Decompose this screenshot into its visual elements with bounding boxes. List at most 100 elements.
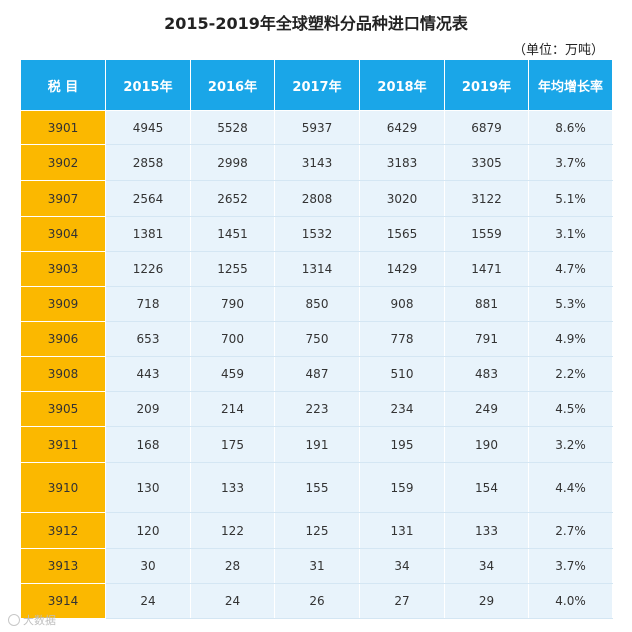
table-title: 2015-2019年全球塑料分品种进口情况表 <box>164 14 468 33</box>
value-cell: 487 <box>274 356 360 392</box>
value-cell: 1565 <box>359 216 445 252</box>
table-row: 3907 2564 2652 2808 3020 3122 5.1% <box>20 180 613 217</box>
tariff-code-cell: 3904 <box>20 216 106 252</box>
value-cell: 2808 <box>274 180 360 217</box>
value-cell: 24 <box>105 583 191 619</box>
value-cell: 1226 <box>105 251 191 287</box>
table-row: 3908 443 459 487 510 483 2.2% <box>20 356 613 392</box>
value-cell: 125 <box>274 512 360 549</box>
value-cell: 3.2% <box>528 426 613 463</box>
table-row: 3910 130 133 155 159 154 4.4% <box>20 462 613 513</box>
value-cell: 700 <box>190 321 275 357</box>
table-row: 3911 168 175 191 195 190 3.2% <box>20 426 613 463</box>
column-header-3: 2017年 <box>274 59 360 111</box>
value-cell: 2564 <box>105 180 191 217</box>
value-cell: 31 <box>274 548 360 584</box>
tariff-code-cell: 3902 <box>20 144 106 181</box>
value-cell: 778 <box>359 321 445 357</box>
value-cell: 3305 <box>444 144 529 181</box>
value-cell: 30 <box>105 548 191 584</box>
import-table: 税 目 2015年 2016年 2017年 2018年 2019年 年均增长率 3901 49… <box>20 59 613 619</box>
value-cell: 750 <box>274 321 360 357</box>
watermark-text: 大数据 <box>23 614 56 627</box>
value-cell: 791 <box>444 321 529 357</box>
tariff-code-cell: 3903 <box>20 251 106 287</box>
tariff-code-cell: 3908 <box>20 356 106 392</box>
table-row: 3909 718 790 850 908 881 5.3% <box>20 286 613 322</box>
tariff-code-cell: 3909 <box>20 286 106 322</box>
table-row: 3906 653 700 750 778 791 4.9% <box>20 321 613 357</box>
value-cell: 154 <box>444 462 529 513</box>
value-cell: 8.6% <box>528 110 613 145</box>
value-cell: 27 <box>359 583 445 619</box>
table-row: 3905 209 214 223 234 249 4.5% <box>20 391 613 427</box>
value-cell: 195 <box>359 426 445 463</box>
value-cell: 5.3% <box>528 286 613 322</box>
tariff-code-cell: 3905 <box>20 391 106 427</box>
value-cell: 175 <box>190 426 275 463</box>
table-body: 3901 4945 5528 5937 6429 6879 8.6% 3902 2858 2998… <box>20 110 613 619</box>
value-cell: 881 <box>444 286 529 322</box>
value-cell: 3183 <box>359 144 445 181</box>
column-header-2: 2016年 <box>190 59 275 111</box>
value-cell: 133 <box>190 462 275 513</box>
value-cell: 510 <box>359 356 445 392</box>
value-cell: 24 <box>190 583 275 619</box>
value-cell: 483 <box>444 356 529 392</box>
value-cell: 2858 <box>105 144 191 181</box>
value-cell: 3020 <box>359 180 445 217</box>
value-cell: 2652 <box>190 180 275 217</box>
value-cell: 2998 <box>190 144 275 181</box>
tariff-code-cell: 3912 <box>20 512 106 549</box>
value-cell: 122 <box>190 512 275 549</box>
value-cell: 28 <box>190 548 275 584</box>
tariff-code-cell: 3914 <box>20 583 106 619</box>
value-cell: 26 <box>274 583 360 619</box>
value-cell: 34 <box>359 548 445 584</box>
value-cell: 3.7% <box>528 548 613 584</box>
value-cell: 1255 <box>190 251 275 287</box>
value-cell: 214 <box>190 391 275 427</box>
header-row: 税 目 2015年 2016年 2017年 2018年 2019年 年均增长率 <box>20 59 613 111</box>
value-cell: 3.7% <box>528 144 613 181</box>
value-cell: 190 <box>444 426 529 463</box>
value-cell: 3122 <box>444 180 529 217</box>
value-cell: 1314 <box>274 251 360 287</box>
value-cell: 5528 <box>190 110 275 145</box>
table-row: 3912 120 122 125 131 133 2.7% <box>20 512 613 549</box>
value-cell: 1532 <box>274 216 360 252</box>
table-row: 3913 30 28 31 34 34 3.7% <box>20 548 613 584</box>
tariff-code-cell: 3910 <box>20 462 106 513</box>
value-cell: 459 <box>190 356 275 392</box>
value-cell: 4.5% <box>528 391 613 427</box>
column-header-6: 年均增长率 <box>528 59 613 111</box>
tariff-code-cell: 3906 <box>20 321 106 357</box>
column-header-0: 税 目 <box>20 59 106 111</box>
watermark: 大数据 <box>8 612 56 628</box>
value-cell: 3.1% <box>528 216 613 252</box>
value-cell: 234 <box>359 391 445 427</box>
value-cell: 34 <box>444 548 529 584</box>
value-cell: 790 <box>190 286 275 322</box>
column-header-4: 2018年 <box>359 59 445 111</box>
value-cell: 6879 <box>444 110 529 145</box>
value-cell: 908 <box>359 286 445 322</box>
value-cell: 1471 <box>444 251 529 287</box>
value-cell: 4.9% <box>528 321 613 357</box>
value-cell: 130 <box>105 462 191 513</box>
value-cell: 5937 <box>274 110 360 145</box>
value-cell: 653 <box>105 321 191 357</box>
tariff-code-cell: 3913 <box>20 548 106 584</box>
column-header-5: 2019年 <box>444 59 529 111</box>
tariff-code-cell: 3901 <box>20 110 106 145</box>
value-cell: 1381 <box>105 216 191 252</box>
value-cell: 5.1% <box>528 180 613 217</box>
value-cell: 1451 <box>190 216 275 252</box>
value-cell: 6429 <box>359 110 445 145</box>
value-cell: 249 <box>444 391 529 427</box>
unit-note: （单位：万吨） <box>512 43 604 58</box>
value-cell: 4.4% <box>528 462 613 513</box>
value-cell: 1559 <box>444 216 529 252</box>
table-row: 3902 2858 2998 3143 3183 3305 3.7% <box>20 144 613 181</box>
value-cell: 155 <box>274 462 360 513</box>
